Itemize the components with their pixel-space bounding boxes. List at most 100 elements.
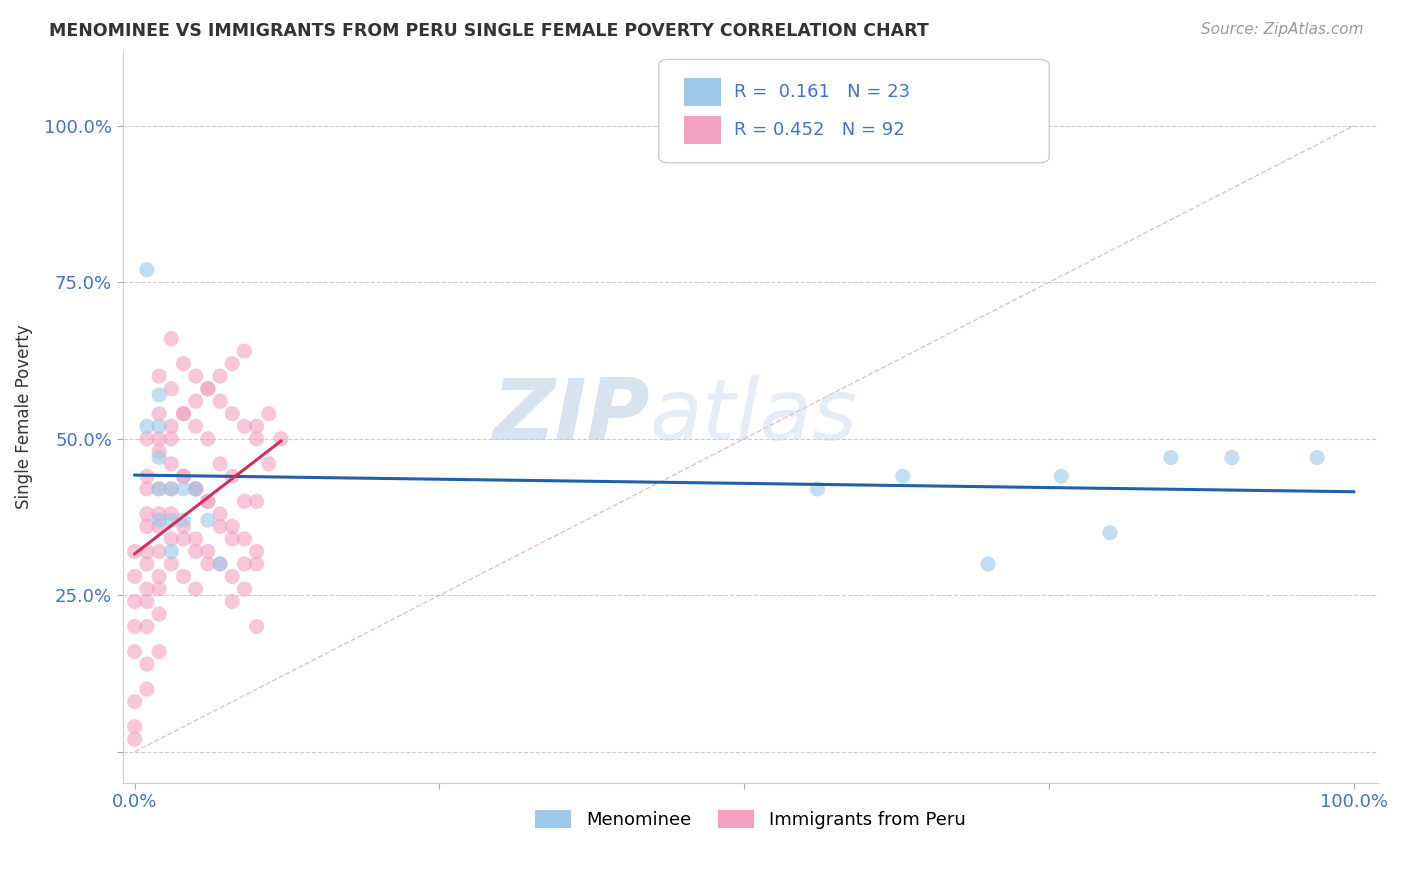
Point — [148, 569, 170, 583]
Point — [184, 394, 207, 409]
Point — [221, 519, 243, 533]
Point — [184, 369, 207, 384]
Point — [148, 450, 170, 465]
Point — [1220, 450, 1243, 465]
Point — [160, 382, 183, 396]
Point — [197, 382, 219, 396]
Point — [197, 382, 219, 396]
Point — [197, 513, 219, 527]
Point — [135, 507, 157, 521]
Point — [209, 519, 232, 533]
Point — [233, 344, 256, 359]
Point — [148, 544, 170, 558]
Point — [160, 419, 183, 434]
Point — [124, 732, 146, 747]
Point — [184, 482, 207, 496]
Point — [197, 557, 219, 571]
Point — [148, 507, 170, 521]
Point — [891, 469, 914, 483]
Point — [209, 557, 232, 571]
Point — [221, 594, 243, 608]
Point — [246, 544, 269, 558]
Point — [148, 607, 170, 621]
Text: R =  0.161   N = 23: R = 0.161 N = 23 — [734, 83, 910, 101]
Point — [135, 594, 157, 608]
Point — [233, 532, 256, 546]
Point — [184, 482, 207, 496]
Point — [148, 482, 170, 496]
Text: MENOMINEE VS IMMIGRANTS FROM PERU SINGLE FEMALE POVERTY CORRELATION CHART: MENOMINEE VS IMMIGRANTS FROM PERU SINGLE… — [49, 22, 929, 40]
Point — [135, 582, 157, 596]
Point — [160, 513, 183, 527]
Point — [148, 482, 170, 496]
Point — [160, 457, 183, 471]
Point — [1050, 469, 1073, 483]
Point — [160, 432, 183, 446]
Point — [184, 532, 207, 546]
Point — [172, 407, 194, 421]
Point — [233, 557, 256, 571]
Point — [197, 494, 219, 508]
Point — [184, 419, 207, 434]
Point — [246, 419, 269, 434]
Point — [172, 407, 194, 421]
Legend: Menominee, Immigrants from Peru: Menominee, Immigrants from Peru — [529, 803, 973, 837]
Point — [135, 682, 157, 697]
Point — [221, 469, 243, 483]
Point — [135, 657, 157, 672]
Point — [148, 369, 170, 384]
Point — [221, 569, 243, 583]
Point — [160, 482, 183, 496]
Point — [124, 569, 146, 583]
Point — [246, 432, 269, 446]
Point — [160, 507, 183, 521]
Point — [209, 507, 232, 521]
Point — [124, 695, 146, 709]
Point — [135, 469, 157, 483]
Point — [221, 532, 243, 546]
Point — [221, 407, 243, 421]
Point — [172, 569, 194, 583]
Point — [197, 494, 219, 508]
Bar — [683, 116, 721, 144]
Point — [184, 582, 207, 596]
Point — [135, 557, 157, 571]
Point — [148, 419, 170, 434]
Point — [148, 519, 170, 533]
Point — [160, 482, 183, 496]
Point — [124, 720, 146, 734]
Point — [148, 644, 170, 658]
Point — [148, 444, 170, 458]
Point — [246, 494, 269, 508]
Point — [124, 544, 146, 558]
Text: ZIP: ZIP — [492, 376, 650, 458]
Point — [172, 482, 194, 496]
Point — [197, 432, 219, 446]
Point — [135, 619, 157, 633]
Point — [148, 407, 170, 421]
Point — [124, 644, 146, 658]
Point — [1098, 525, 1121, 540]
Point — [246, 557, 269, 571]
Point — [209, 369, 232, 384]
Point — [148, 388, 170, 402]
Point — [172, 532, 194, 546]
Point — [135, 432, 157, 446]
Point — [148, 432, 170, 446]
Point — [233, 494, 256, 508]
Point — [160, 332, 183, 346]
Text: atlas: atlas — [650, 376, 858, 458]
Point — [221, 357, 243, 371]
Point — [197, 544, 219, 558]
Point — [257, 457, 280, 471]
Text: Source: ZipAtlas.com: Source: ZipAtlas.com — [1201, 22, 1364, 37]
Point — [148, 582, 170, 596]
Text: R = 0.452   N = 92: R = 0.452 N = 92 — [734, 120, 905, 139]
Point — [806, 482, 828, 496]
Point — [160, 557, 183, 571]
Point — [270, 432, 292, 446]
Y-axis label: Single Female Poverty: Single Female Poverty — [15, 325, 32, 509]
Point — [1306, 450, 1329, 465]
Bar — [683, 78, 721, 105]
Point — [977, 557, 1000, 571]
